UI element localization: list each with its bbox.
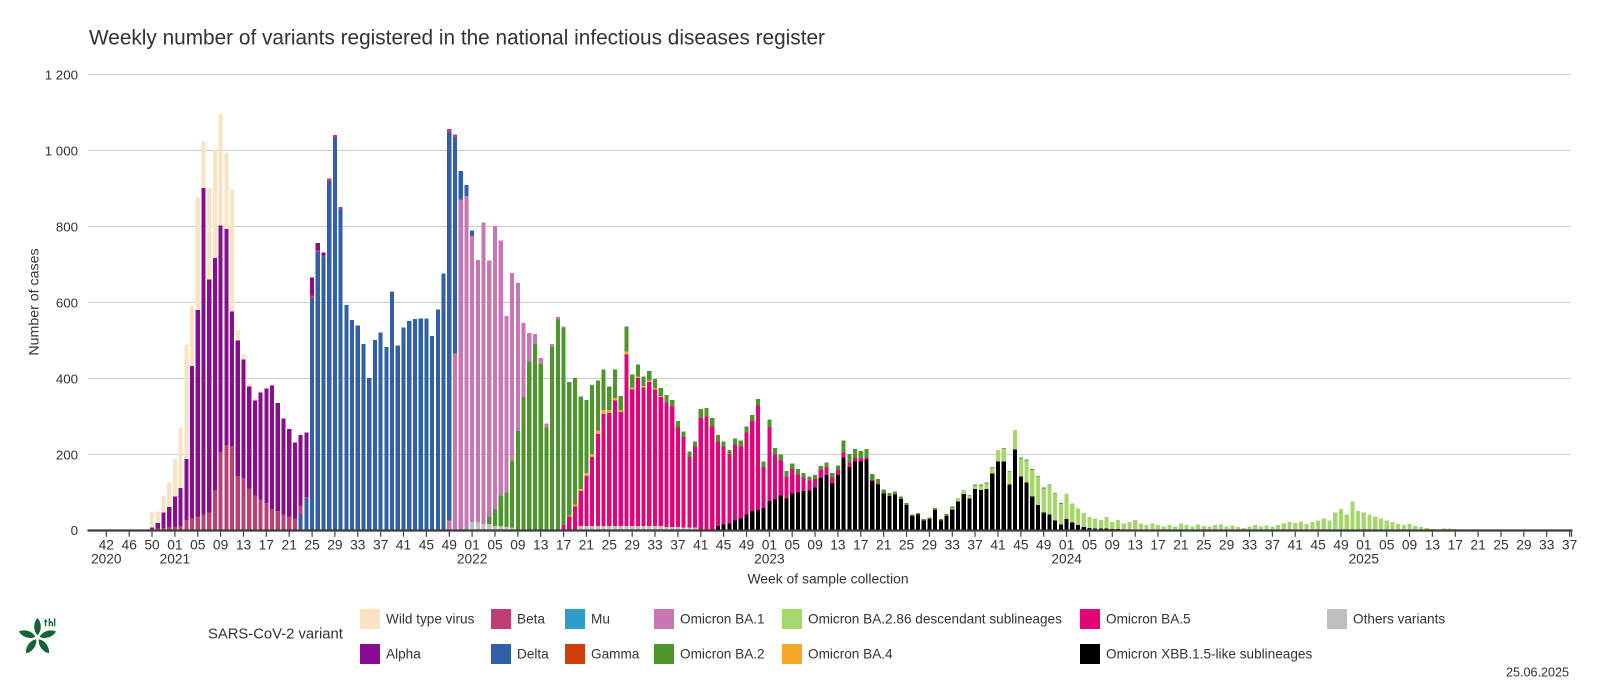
svg-text:41: 41 xyxy=(396,537,411,552)
svg-text:49: 49 xyxy=(1036,537,1052,552)
svg-text:Others variants: Others variants xyxy=(1353,612,1445,627)
svg-text:1 200: 1 200 xyxy=(45,68,78,83)
svg-text:2020: 2020 xyxy=(91,551,122,566)
svg-text:Gamma: Gamma xyxy=(591,647,640,662)
svg-text:17: 17 xyxy=(259,537,274,552)
svg-text:29: 29 xyxy=(922,537,938,552)
svg-text:SARS-CoV-2 variant: SARS-CoV-2 variant xyxy=(208,627,343,643)
svg-text:37: 37 xyxy=(967,537,982,552)
svg-text:25: 25 xyxy=(899,537,915,552)
svg-text:05: 05 xyxy=(1379,537,1395,552)
svg-text:45: 45 xyxy=(1310,537,1326,552)
svg-text:25.06.2025: 25.06.2025 xyxy=(1506,666,1569,680)
svg-text:21: 21 xyxy=(579,537,594,552)
svg-text:09: 09 xyxy=(213,537,229,552)
svg-text:21: 21 xyxy=(876,537,891,552)
svg-text:Mu: Mu xyxy=(591,612,610,627)
svg-text:09: 09 xyxy=(510,537,526,552)
svg-text:45: 45 xyxy=(716,537,732,552)
svg-text:21: 21 xyxy=(1173,537,1188,552)
svg-text:33: 33 xyxy=(647,537,663,552)
svg-text:Number of cases: Number of cases xyxy=(27,248,43,355)
svg-text:17: 17 xyxy=(1448,537,1463,552)
svg-text:42: 42 xyxy=(99,537,114,552)
svg-text:25: 25 xyxy=(304,537,320,552)
svg-text:Omicron BA.2: Omicron BA.2 xyxy=(680,647,765,662)
svg-text:46: 46 xyxy=(122,537,138,552)
svg-text:21: 21 xyxy=(1470,537,1485,552)
svg-text:2023: 2023 xyxy=(754,551,785,566)
svg-text:33: 33 xyxy=(1539,537,1555,552)
svg-text:01: 01 xyxy=(464,537,479,552)
svg-text:01: 01 xyxy=(1059,537,1074,552)
svg-text:Beta: Beta xyxy=(517,612,545,627)
svg-text:13: 13 xyxy=(1128,537,1144,552)
svg-text:Wild type virus: Wild type virus xyxy=(386,612,475,627)
svg-text:25: 25 xyxy=(602,537,618,552)
svg-text:Omicron BA.5: Omicron BA.5 xyxy=(1106,612,1191,627)
svg-text:05: 05 xyxy=(487,537,503,552)
svg-text:Omicron BA.2.86 descendant sub: Omicron BA.2.86 descendant sublineages xyxy=(808,612,1062,627)
svg-text:37: 37 xyxy=(670,537,685,552)
svg-text:01: 01 xyxy=(762,537,777,552)
svg-text:2022: 2022 xyxy=(457,551,487,566)
svg-text:49: 49 xyxy=(739,537,755,552)
svg-text:33: 33 xyxy=(1242,537,1258,552)
svg-text:Week of sample collection: Week of sample collection xyxy=(747,571,908,587)
svg-text:29: 29 xyxy=(625,537,641,552)
svg-text:Omicron XBB.1.5-like sublineag: Omicron XBB.1.5-like sublineages xyxy=(1106,647,1312,662)
svg-text:13: 13 xyxy=(236,537,252,552)
svg-text:37: 37 xyxy=(373,537,388,552)
svg-text:25: 25 xyxy=(1493,537,1509,552)
svg-text:17: 17 xyxy=(853,537,868,552)
svg-text:05: 05 xyxy=(190,537,206,552)
svg-text:09: 09 xyxy=(807,537,823,552)
svg-text:50: 50 xyxy=(144,537,160,552)
svg-text:400: 400 xyxy=(56,371,78,386)
svg-text:2025: 2025 xyxy=(1349,551,1380,566)
svg-text:49: 49 xyxy=(1333,537,1349,552)
svg-text:1 000: 1 000 xyxy=(45,144,78,159)
svg-text:21: 21 xyxy=(282,537,297,552)
svg-text:45: 45 xyxy=(419,537,435,552)
svg-text:33: 33 xyxy=(350,537,366,552)
svg-text:45: 45 xyxy=(1013,537,1029,552)
svg-text:05: 05 xyxy=(1082,537,1098,552)
svg-text:01: 01 xyxy=(1356,537,1371,552)
svg-text:29: 29 xyxy=(1516,537,1532,552)
svg-text:17: 17 xyxy=(556,537,571,552)
svg-text:Omicron BA.4: Omicron BA.4 xyxy=(808,647,893,662)
svg-text:Omicron BA.1: Omicron BA.1 xyxy=(680,612,765,627)
svg-text:2021: 2021 xyxy=(160,551,190,566)
svg-text:33: 33 xyxy=(945,537,961,552)
svg-text:Delta: Delta xyxy=(517,647,549,662)
svg-text:17: 17 xyxy=(1150,537,1165,552)
svg-text:Alpha: Alpha xyxy=(386,647,421,662)
svg-text:01: 01 xyxy=(167,537,182,552)
svg-text:37: 37 xyxy=(1562,537,1577,552)
svg-text:2024: 2024 xyxy=(1051,551,1082,566)
svg-text:600: 600 xyxy=(56,295,78,310)
svg-text:05: 05 xyxy=(785,537,801,552)
svg-text:41: 41 xyxy=(1288,537,1303,552)
svg-text:13: 13 xyxy=(1425,537,1441,552)
svg-text:29: 29 xyxy=(1219,537,1235,552)
svg-text:25: 25 xyxy=(1196,537,1212,552)
svg-text:200: 200 xyxy=(56,447,78,462)
svg-text:09: 09 xyxy=(1105,537,1121,552)
svg-text:13: 13 xyxy=(533,537,549,552)
svg-text:0: 0 xyxy=(71,523,78,538)
svg-text:41: 41 xyxy=(693,537,708,552)
svg-text:37: 37 xyxy=(1265,537,1280,552)
svg-text:41: 41 xyxy=(990,537,1005,552)
svg-text:09: 09 xyxy=(1402,537,1418,552)
svg-text:29: 29 xyxy=(327,537,343,552)
svg-text:Weekly number of variants regi: Weekly number of variants registered in … xyxy=(89,26,825,49)
svg-text:49: 49 xyxy=(442,537,458,552)
svg-text:800: 800 xyxy=(56,220,78,235)
svg-text:13: 13 xyxy=(830,537,846,552)
